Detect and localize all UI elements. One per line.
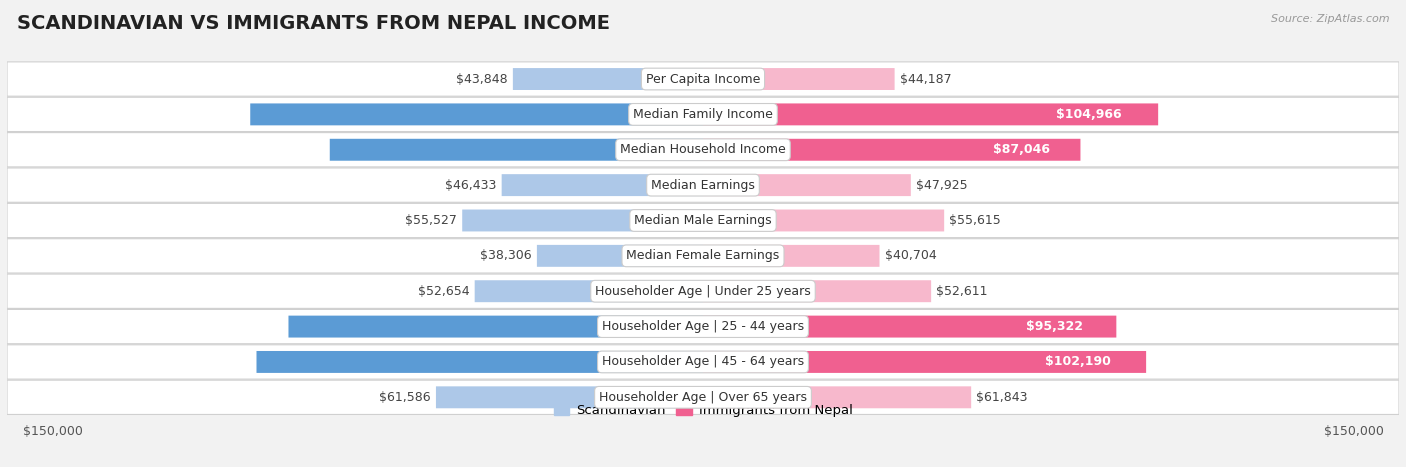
FancyBboxPatch shape — [256, 351, 703, 373]
Text: $87,046: $87,046 — [993, 143, 1050, 156]
Text: $86,073: $86,073 — [673, 143, 730, 156]
FancyBboxPatch shape — [7, 310, 1399, 344]
Text: $61,586: $61,586 — [380, 391, 430, 404]
Text: $61,843: $61,843 — [976, 391, 1028, 404]
Text: Householder Age | Under 25 years: Householder Age | Under 25 years — [595, 285, 811, 298]
Text: $95,322: $95,322 — [1026, 320, 1083, 333]
FancyBboxPatch shape — [7, 380, 1399, 415]
FancyBboxPatch shape — [7, 97, 1399, 132]
FancyBboxPatch shape — [475, 280, 703, 302]
FancyBboxPatch shape — [250, 103, 703, 125]
FancyBboxPatch shape — [330, 139, 703, 161]
Text: Median Earnings: Median Earnings — [651, 178, 755, 191]
Text: Per Capita Income: Per Capita Income — [645, 72, 761, 85]
FancyBboxPatch shape — [7, 274, 1399, 308]
FancyBboxPatch shape — [703, 316, 1116, 338]
Text: Median Family Income: Median Family Income — [633, 108, 773, 121]
FancyBboxPatch shape — [703, 245, 880, 267]
FancyBboxPatch shape — [7, 345, 1399, 379]
FancyBboxPatch shape — [703, 139, 1080, 161]
Text: $102,190: $102,190 — [1045, 355, 1111, 368]
Text: Median Male Earnings: Median Male Earnings — [634, 214, 772, 227]
Text: $46,433: $46,433 — [446, 178, 496, 191]
FancyBboxPatch shape — [703, 174, 911, 196]
Text: Median Household Income: Median Household Income — [620, 143, 786, 156]
Text: $43,848: $43,848 — [456, 72, 508, 85]
FancyBboxPatch shape — [288, 316, 703, 338]
FancyBboxPatch shape — [703, 280, 931, 302]
Text: $40,704: $40,704 — [884, 249, 936, 262]
Text: Median Female Earnings: Median Female Earnings — [627, 249, 779, 262]
Text: SCANDINAVIAN VS IMMIGRANTS FROM NEPAL INCOME: SCANDINAVIAN VS IMMIGRANTS FROM NEPAL IN… — [17, 14, 610, 33]
Text: $52,654: $52,654 — [418, 285, 470, 298]
FancyBboxPatch shape — [463, 210, 703, 232]
FancyBboxPatch shape — [703, 103, 1159, 125]
Text: Householder Age | Over 65 years: Householder Age | Over 65 years — [599, 391, 807, 404]
Text: $55,527: $55,527 — [405, 214, 457, 227]
Text: $95,596: $95,596 — [669, 320, 727, 333]
FancyBboxPatch shape — [703, 386, 972, 408]
Text: $104,966: $104,966 — [1056, 108, 1122, 121]
Text: $52,611: $52,611 — [936, 285, 988, 298]
Legend: Scandinavian, Immigrants from Nepal: Scandinavian, Immigrants from Nepal — [554, 404, 852, 417]
FancyBboxPatch shape — [513, 68, 703, 90]
Text: Householder Age | 45 - 64 years: Householder Age | 45 - 64 years — [602, 355, 804, 368]
FancyBboxPatch shape — [537, 245, 703, 267]
Text: Source: ZipAtlas.com: Source: ZipAtlas.com — [1271, 14, 1389, 24]
FancyBboxPatch shape — [7, 62, 1399, 96]
Text: Householder Age | 25 - 44 years: Householder Age | 25 - 44 years — [602, 320, 804, 333]
FancyBboxPatch shape — [502, 174, 703, 196]
Text: $104,410: $104,410 — [666, 108, 733, 121]
FancyBboxPatch shape — [703, 68, 894, 90]
FancyBboxPatch shape — [7, 133, 1399, 167]
Text: $44,187: $44,187 — [900, 72, 952, 85]
Text: $47,925: $47,925 — [917, 178, 967, 191]
FancyBboxPatch shape — [7, 239, 1399, 273]
Text: $102,969: $102,969 — [668, 355, 733, 368]
FancyBboxPatch shape — [703, 351, 1146, 373]
FancyBboxPatch shape — [436, 386, 703, 408]
FancyBboxPatch shape — [7, 168, 1399, 202]
FancyBboxPatch shape — [7, 203, 1399, 238]
Text: $55,615: $55,615 — [949, 214, 1001, 227]
Text: $38,306: $38,306 — [479, 249, 531, 262]
FancyBboxPatch shape — [703, 210, 945, 232]
